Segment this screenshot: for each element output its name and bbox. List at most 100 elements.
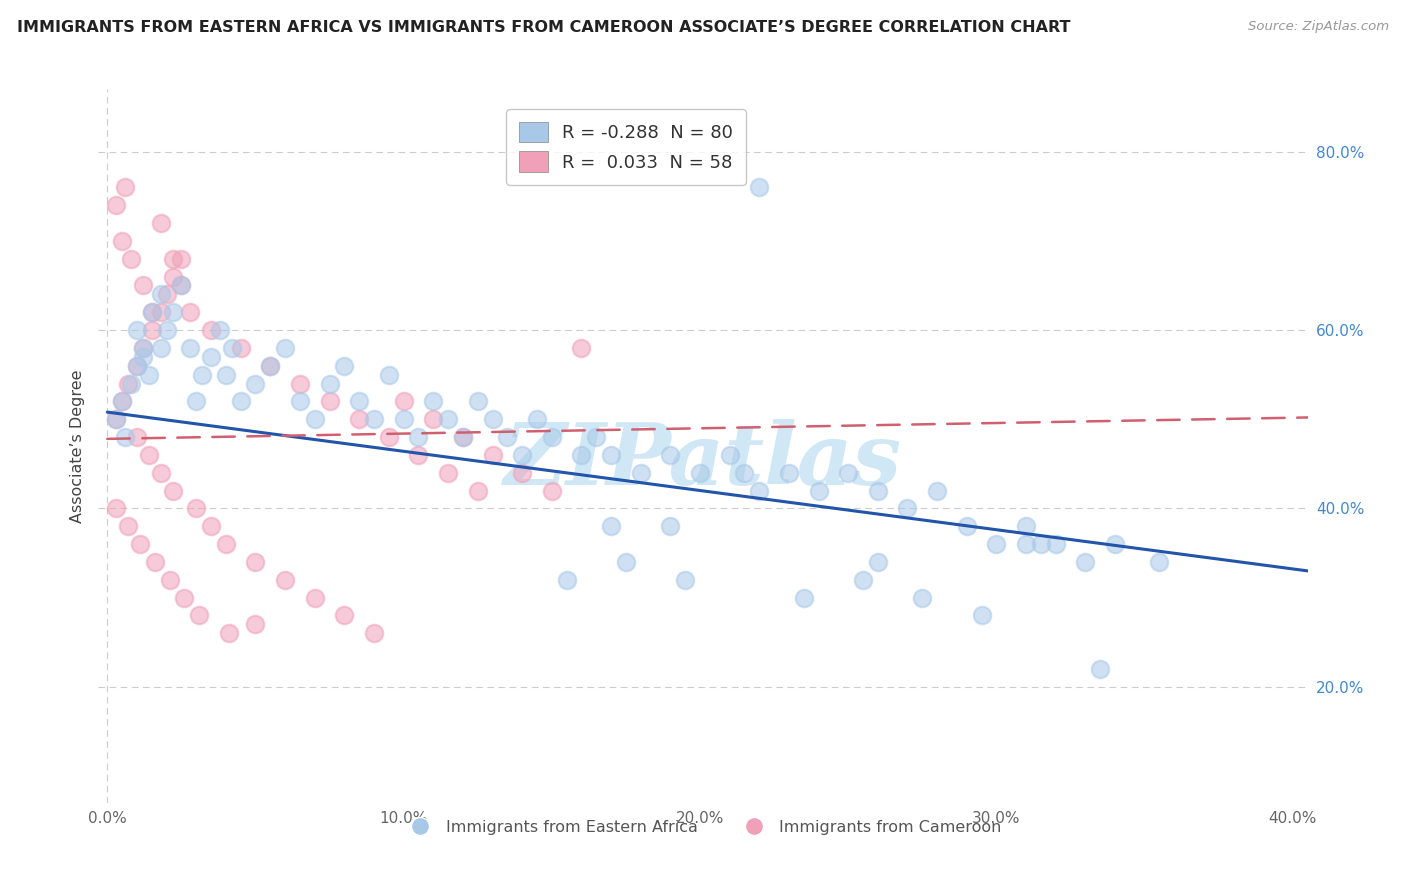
Point: [807, 483, 830, 498]
Point: [555, 573, 578, 587]
Point: [138, 448, 160, 462]
Point: [170, 278, 193, 293]
Point: [117, 376, 139, 391]
Point: [111, 234, 134, 248]
Point: [105, 198, 128, 212]
Point: [200, 323, 222, 337]
Point: [585, 430, 607, 444]
Point: [221, 341, 243, 355]
Point: [866, 555, 889, 569]
Point: [149, 341, 172, 355]
Point: [141, 305, 163, 319]
Point: [105, 412, 128, 426]
Point: [422, 412, 444, 426]
Point: [288, 394, 311, 409]
Point: [179, 341, 201, 355]
Point: [215, 537, 238, 551]
Point: [866, 483, 889, 498]
Point: [120, 376, 142, 391]
Point: [734, 466, 756, 480]
Point: [510, 448, 533, 462]
Point: [143, 555, 166, 569]
Point: [540, 483, 562, 498]
Point: [363, 412, 385, 426]
Point: [408, 430, 430, 444]
Point: [170, 252, 193, 266]
Point: [170, 278, 193, 293]
Point: [422, 394, 444, 409]
Point: [1045, 537, 1067, 551]
Point: [467, 483, 489, 498]
Point: [304, 412, 326, 426]
Point: [245, 376, 267, 391]
Point: [120, 252, 142, 266]
Point: [408, 448, 430, 462]
Point: [956, 519, 979, 533]
Point: [1104, 537, 1126, 551]
Point: [105, 501, 128, 516]
Point: [1088, 662, 1111, 676]
Point: [571, 448, 593, 462]
Point: [689, 466, 711, 480]
Y-axis label: Associate’s Degree: Associate’s Degree: [69, 369, 84, 523]
Point: [129, 537, 152, 551]
Point: [510, 466, 533, 480]
Point: [540, 430, 562, 444]
Point: [125, 359, 148, 373]
Point: [132, 341, 155, 355]
Point: [105, 412, 128, 426]
Point: [186, 394, 208, 409]
Point: [347, 412, 370, 426]
Point: [111, 394, 134, 409]
Point: [155, 323, 177, 337]
Point: [837, 466, 859, 480]
Point: [614, 555, 637, 569]
Point: [378, 430, 401, 444]
Point: [333, 359, 356, 373]
Point: [1029, 537, 1052, 551]
Point: [125, 430, 148, 444]
Point: [162, 252, 184, 266]
Point: [149, 466, 172, 480]
Point: [200, 519, 222, 533]
Point: [138, 368, 160, 382]
Point: [218, 626, 240, 640]
Point: [149, 287, 172, 301]
Point: [125, 359, 148, 373]
Point: [378, 368, 401, 382]
Point: [496, 430, 519, 444]
Point: [229, 341, 252, 355]
Text: ZIPatlas: ZIPatlas: [503, 418, 903, 502]
Point: [1149, 555, 1171, 569]
Point: [970, 608, 993, 623]
Point: [141, 305, 163, 319]
Point: [111, 394, 134, 409]
Point: [132, 350, 155, 364]
Point: [392, 412, 415, 426]
Point: [114, 180, 136, 194]
Point: [288, 376, 311, 391]
Point: [600, 519, 623, 533]
Point: [911, 591, 934, 605]
Point: [159, 573, 181, 587]
Point: [200, 350, 222, 364]
Text: Source: ZipAtlas.com: Source: ZipAtlas.com: [1249, 20, 1389, 33]
Point: [155, 287, 177, 301]
Point: [852, 573, 875, 587]
Point: [986, 537, 1008, 551]
Point: [1015, 519, 1038, 533]
Point: [347, 394, 370, 409]
Point: [132, 341, 155, 355]
Point: [896, 501, 918, 516]
Point: [162, 483, 184, 498]
Point: [114, 430, 136, 444]
Point: [304, 591, 326, 605]
Point: [245, 555, 267, 569]
Point: [149, 305, 172, 319]
Point: [1015, 537, 1038, 551]
Point: [392, 394, 415, 409]
Point: [481, 412, 503, 426]
Point: [451, 430, 474, 444]
Point: [125, 323, 148, 337]
Point: [748, 180, 770, 194]
